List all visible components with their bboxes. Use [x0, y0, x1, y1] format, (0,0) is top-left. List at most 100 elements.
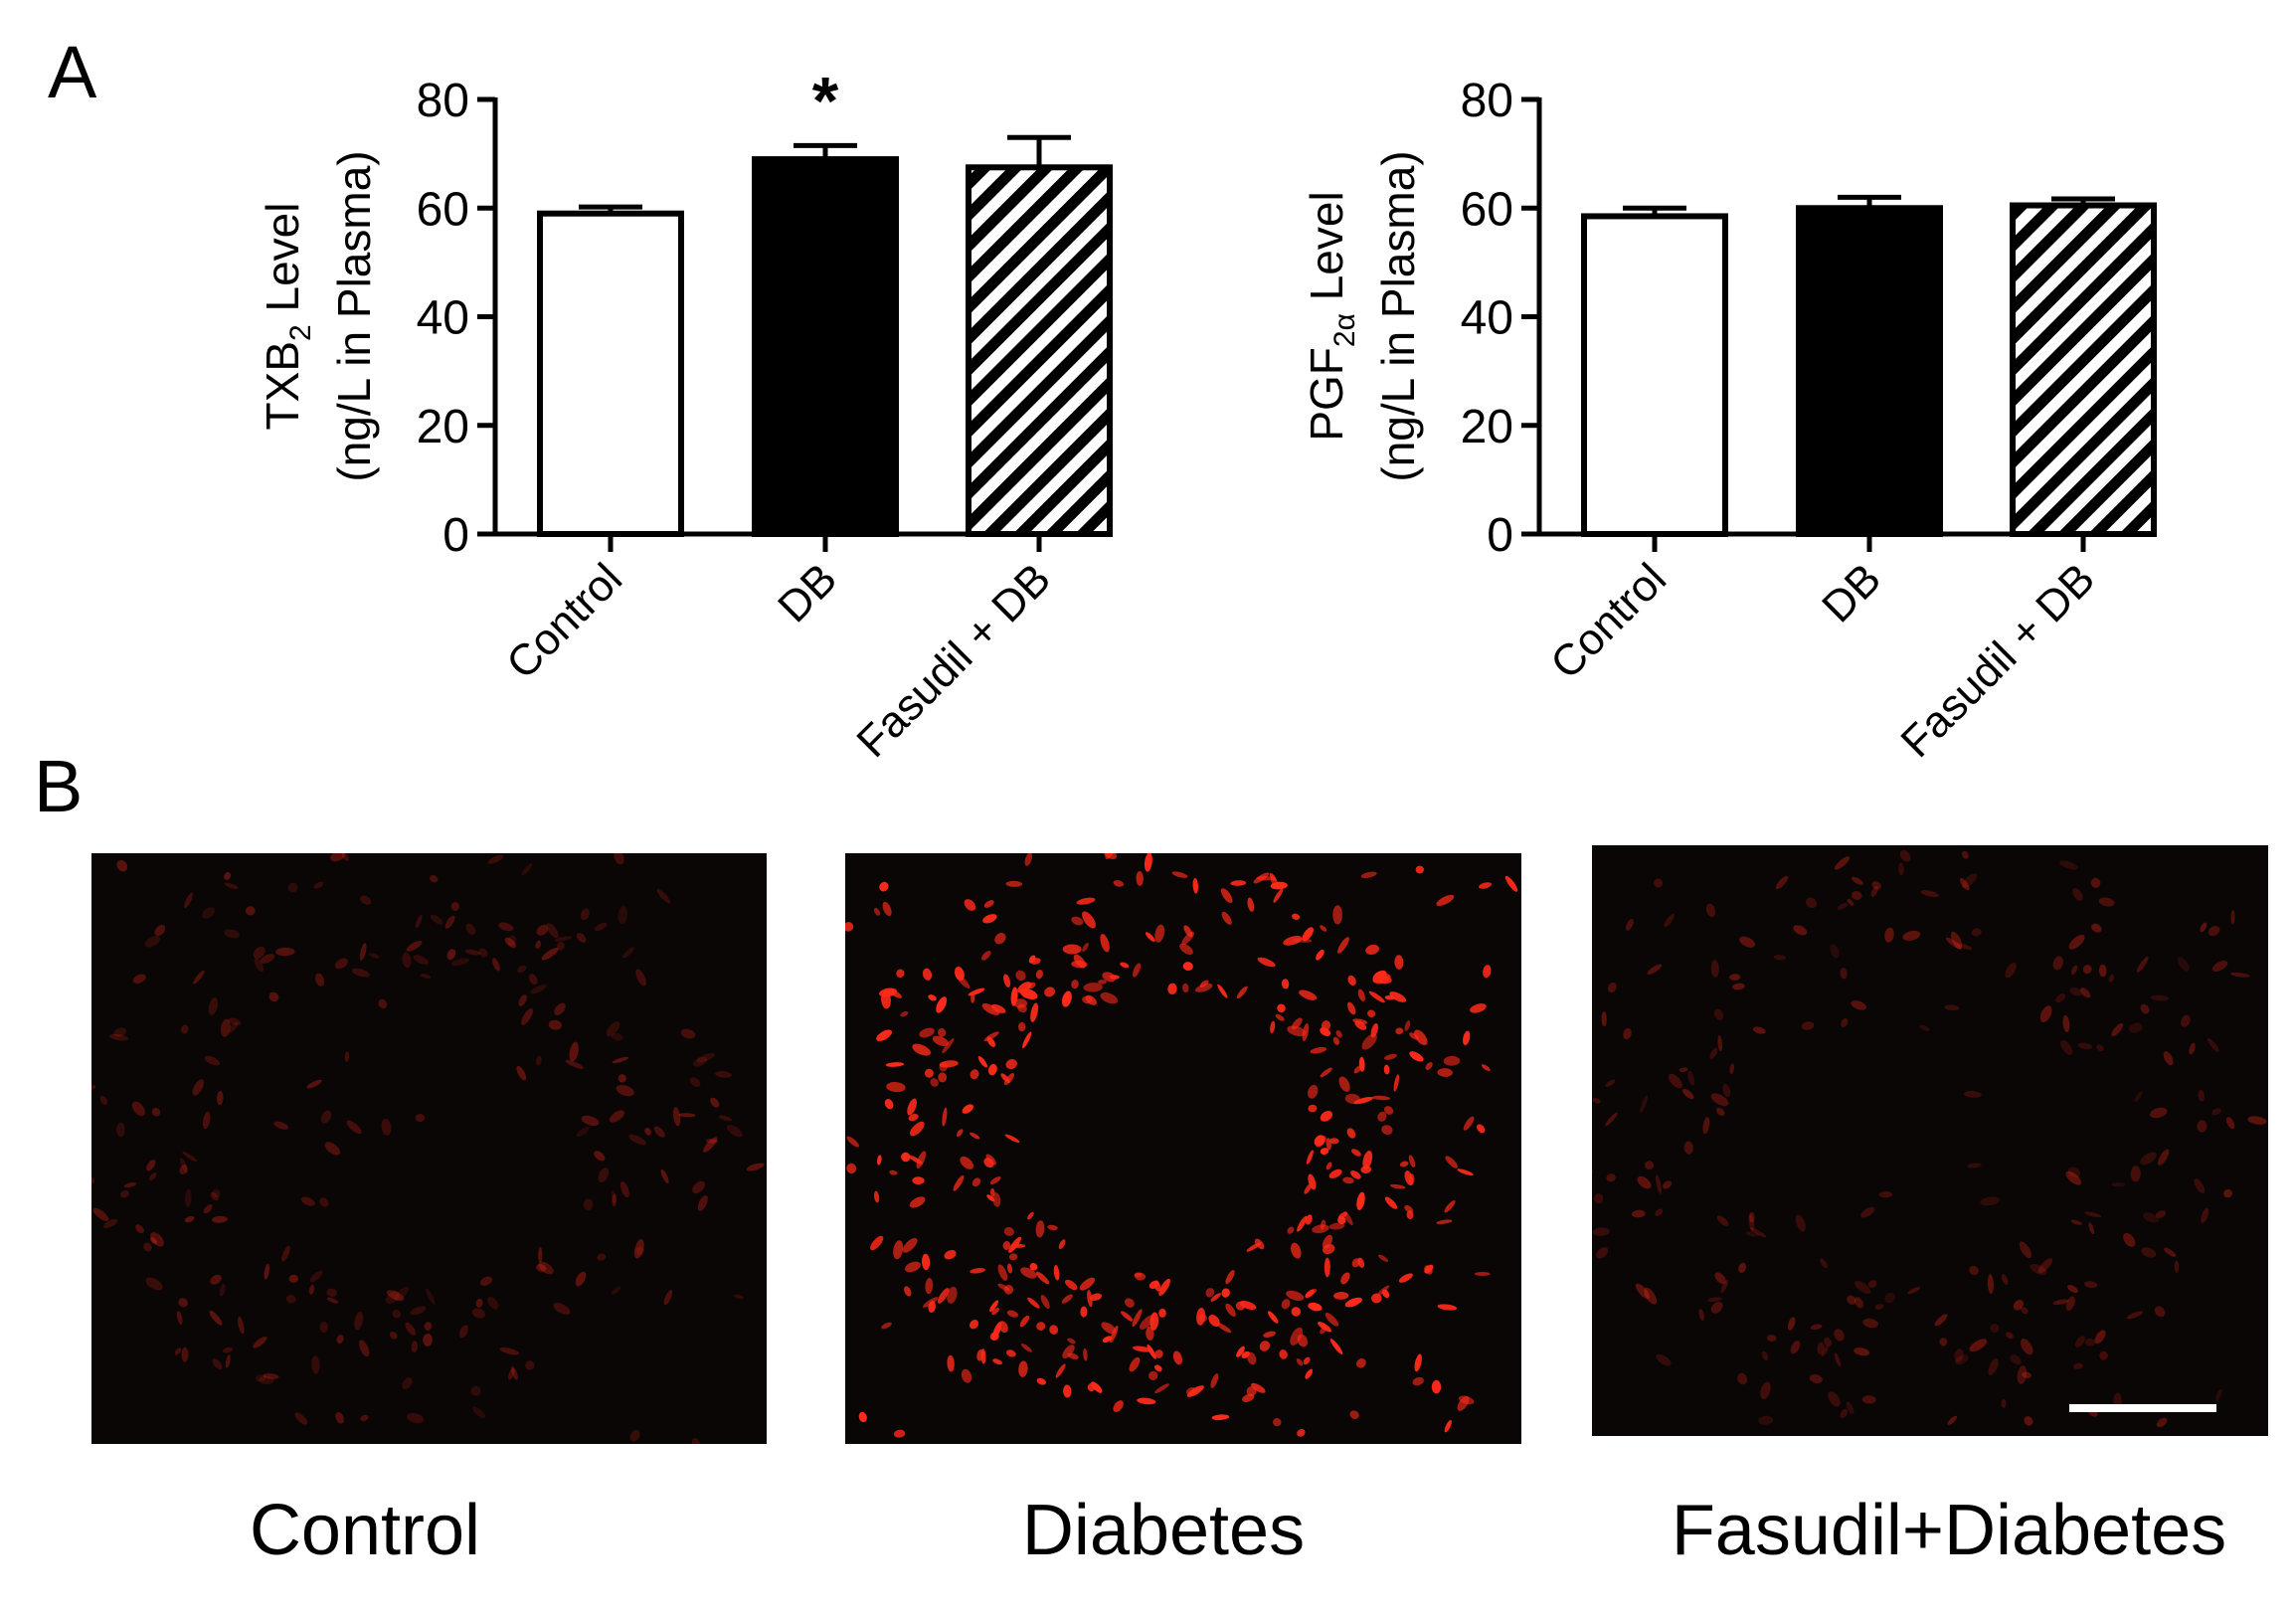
- cell-nucleus: [1344, 1093, 1360, 1104]
- cell-nucleus: [1840, 1408, 1849, 1419]
- cell-nucleus: [143, 1242, 152, 1252]
- cell-nucleus: [2189, 1042, 2196, 1055]
- cell-nucleus: [1980, 1196, 2000, 1206]
- cell-nucleus: [253, 946, 265, 959]
- cell-nucleus: [2247, 1116, 2267, 1125]
- cell-nucleus: [1194, 983, 1213, 992]
- cell-nucleus: [1739, 936, 1756, 948]
- cell-nucleus: [2211, 961, 2228, 972]
- cell-nucleus: [1720, 1279, 1729, 1294]
- cell-nucleus: [2005, 962, 2017, 979]
- cell-nucleus: [1898, 862, 1904, 876]
- cell-nucleus: [1847, 1295, 1856, 1305]
- cell-nucleus: [1837, 902, 1849, 910]
- cell-nucleus: [254, 957, 265, 973]
- fluorescence-image: [91, 853, 765, 1444]
- cell-nucleus: [947, 1354, 955, 1372]
- cell-nucleus: [394, 1286, 410, 1302]
- cell-nucleus: [697, 1195, 708, 1211]
- cell-nucleus: [1018, 1360, 1028, 1377]
- cell-nucleus: [1080, 1306, 1088, 1318]
- cell-nucleus: [2108, 974, 2115, 983]
- cell-nucleus: [938, 1027, 947, 1037]
- cell-nucleus: [285, 1294, 296, 1304]
- pgf2a-bar-chart: 0 20 40 60 80 PGF2α Level (ng/L in Plasma) Cont…: [1301, 75, 2157, 767]
- cell-nucleus: [964, 899, 976, 911]
- cell-nucleus: [1320, 1067, 1332, 1078]
- cell-nucleus: [660, 1168, 669, 1184]
- cell-nucleus: [1071, 980, 1079, 989]
- cell-nucleus: [212, 1188, 221, 1198]
- cell-nucleus: [406, 940, 423, 952]
- cell-nucleus: [1710, 1301, 1723, 1314]
- cell-nucleus: [1087, 1290, 1093, 1308]
- cell-nucleus: [2140, 1152, 2158, 1166]
- cell-nucleus: [1002, 1241, 1011, 1250]
- cell-nucleus: [429, 875, 439, 883]
- cell-nucleus: [583, 1198, 594, 1211]
- cell-nucleus: [2211, 1108, 2221, 1116]
- cell-nucleus: [465, 923, 476, 935]
- cell-nucleus: [1082, 943, 1089, 953]
- cell-nucleus: [344, 1051, 350, 1062]
- cell-nucleus: [1158, 1278, 1170, 1296]
- cell-nucleus: [2164, 1247, 2177, 1257]
- cell-nucleus: [1504, 875, 1518, 892]
- cell-nucleus: [987, 1063, 997, 1076]
- y-tick-label: 40: [1461, 292, 1513, 345]
- cell-nucleus: [2142, 1212, 2160, 1223]
- cell-nucleus: [1884, 1292, 1896, 1304]
- cell-nucleus: [1361, 1033, 1377, 1050]
- cell-nucleus: [1308, 1104, 1318, 1113]
- cell-nucleus: [1395, 1027, 1404, 1035]
- cell-nucleus: [1919, 1024, 1930, 1031]
- cell-nucleus: [1210, 1293, 1221, 1302]
- cell-nucleus: [415, 915, 423, 929]
- x-tick-label: Fasudil + DB: [847, 554, 1060, 767]
- cell-nucleus: [1273, 1417, 1282, 1427]
- cell-nucleus: [1006, 1263, 1013, 1274]
- cell-nucleus: [1644, 1161, 1655, 1170]
- cell-nucleus: [1425, 1062, 1433, 1070]
- cell-nucleus: [1682, 1089, 1694, 1100]
- cell-nucleus: [179, 1165, 188, 1175]
- cell-nucleus: [1795, 1214, 1806, 1232]
- cell-nucleus: [2207, 1037, 2219, 1052]
- cell-nucleus: [1749, 1211, 1755, 1223]
- cell-nucleus: [947, 1286, 958, 1304]
- cell-nucleus: [210, 1192, 220, 1201]
- cell-nucleus: [1047, 1224, 1058, 1231]
- cell-nucleus: [1437, 1068, 1453, 1077]
- cell-nucleus: [319, 1197, 329, 1207]
- cell-nucleus: [424, 1322, 433, 1331]
- cell-nucleus: [2039, 1005, 2052, 1023]
- cell-nucleus: [1324, 1257, 1330, 1278]
- cell-nucleus: [1134, 1272, 1143, 1278]
- cell-nucleus: [939, 1060, 959, 1068]
- cell-nucleus: [1320, 1219, 1326, 1230]
- cell-nucleus: [983, 1158, 994, 1168]
- cell-nucleus: [2055, 993, 2066, 1003]
- cell-nucleus: [870, 1235, 884, 1251]
- cell-nucleus: [326, 1288, 337, 1297]
- cell-nucleus: [1287, 1025, 1307, 1037]
- cell-nucleus: [2111, 1022, 2124, 1037]
- cell-nucleus: [1333, 1291, 1349, 1300]
- cell-nucleus: [1133, 1346, 1152, 1352]
- cell-nucleus: [103, 1219, 118, 1228]
- cell-nucleus: [541, 947, 559, 961]
- cell-nucleus: [1179, 943, 1193, 956]
- cell-nucleus: [904, 1286, 912, 1297]
- cell-nucleus: [222, 1346, 234, 1353]
- cell-nucleus: [119, 1190, 129, 1198]
- cell-nucleus: [971, 1177, 981, 1187]
- cell-nucleus: [1087, 1382, 1096, 1392]
- cell-nucleus: [921, 1253, 931, 1271]
- cell-nucleus: [2225, 1117, 2235, 1130]
- cell-nucleus: [1752, 1026, 1766, 1034]
- cell-nucleus: [884, 1099, 894, 1110]
- cell-nucleus: [1823, 1337, 1833, 1346]
- cell-nucleus: [336, 1335, 344, 1345]
- cell-nucleus: [1030, 958, 1041, 965]
- cell-nucleus: [693, 1056, 708, 1067]
